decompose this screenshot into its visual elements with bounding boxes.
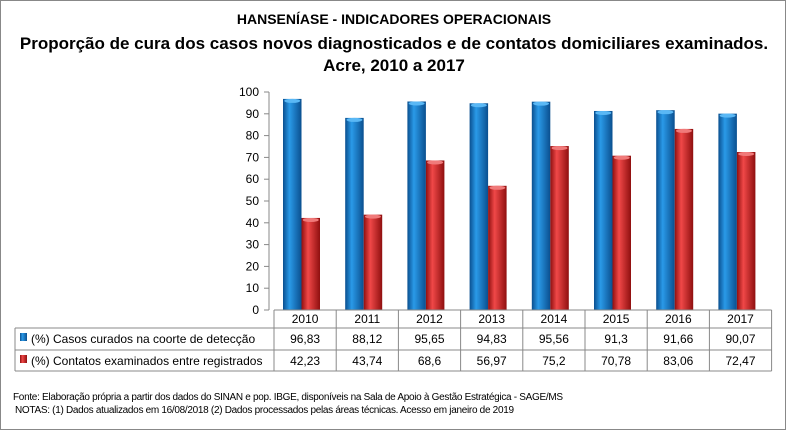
bar-curados-2010 [283, 98, 302, 310]
bar-curados-2016 [656, 110, 675, 310]
bar-contatos-2012 [425, 160, 445, 310]
bar-cap [302, 217, 319, 222]
y-tick-label: 50 [246, 194, 260, 208]
source-note: Fonte: Elaboração própria a partir dos d… [13, 392, 563, 403]
data-label: 43,74 [352, 354, 382, 368]
y-tick-label: 0 [252, 303, 259, 317]
y-tick-label: 10 [246, 281, 260, 295]
bar-contatos-2015 [612, 155, 631, 310]
notes: NOTAS: (1) Dados atualizados em 16/08/20… [15, 405, 514, 416]
bar-cap [613, 155, 630, 160]
data-label: 83,06 [663, 354, 693, 368]
bar-curados-2017 [718, 113, 737, 310]
data-label: 90,07 [725, 332, 755, 346]
bar-contatos-2016 [674, 128, 694, 310]
bar-contatos-2010 [301, 217, 320, 310]
x-tick-label: 2012 [416, 312, 443, 326]
y-tick-label: 90 [246, 107, 260, 121]
bar-cap [738, 152, 755, 157]
legend-label: (%) Casos curados na coorte de detecção [31, 332, 255, 346]
bar-contatos-2013 [488, 185, 507, 310]
data-label: 88,12 [352, 332, 382, 346]
data-label: 91,3 [604, 332, 628, 346]
y-tick-label: 40 [246, 216, 260, 230]
bar-cap [719, 113, 736, 118]
bar-curados-2012 [407, 101, 426, 310]
bar-cap [427, 160, 444, 165]
x-tick-label: 2017 [727, 312, 754, 326]
chart-title: Proporção de cura dos casos novos diagno… [19, 34, 769, 75]
data-label: 91,66 [663, 332, 693, 346]
bar-cap [489, 185, 506, 190]
data-label: 56,97 [477, 354, 507, 368]
legend-swatch [20, 355, 27, 363]
data-label: 72,47 [725, 354, 755, 368]
y-tick-label: 60 [246, 172, 260, 186]
bar-contatos-2017 [736, 152, 756, 310]
bar-curados-2013 [469, 103, 489, 310]
data-label: 95,56 [539, 332, 569, 346]
data-label: 68,6 [418, 354, 442, 368]
y-tick-label: 80 [246, 129, 260, 143]
data-label: 70,78 [601, 354, 631, 368]
bar-cap [364, 214, 381, 219]
data-label: 42,23 [290, 354, 320, 368]
bar-cap [595, 110, 612, 115]
bar-contatos-2014 [550, 146, 569, 310]
x-tick-label: 2015 [603, 312, 630, 326]
bar-cap [284, 98, 301, 103]
x-tick-label: 2011 [354, 312, 380, 326]
bar-curados-2011 [345, 117, 364, 310]
bar-curados-2014 [531, 101, 551, 310]
legend-swatch [20, 333, 27, 341]
x-tick-label: 2010 [292, 312, 319, 326]
y-tick-label: 70 [246, 150, 260, 164]
bar-contatos-2011 [363, 214, 383, 310]
x-tick-label: 2014 [541, 312, 568, 326]
bar-cap [470, 103, 487, 108]
data-label: 95,65 [414, 332, 444, 346]
chart-supertitle: HANSENÍASE - INDICADORES OPERACIONAIS [236, 11, 552, 27]
bar-cap [551, 146, 568, 151]
data-label: 94,83 [477, 332, 507, 346]
y-tick-label: 100 [239, 85, 259, 99]
x-tick-label: 2013 [478, 312, 505, 326]
bar-cap [408, 101, 425, 106]
bar-cap [675, 128, 692, 133]
y-tick-label: 30 [246, 238, 260, 252]
bar-curados-2015 [594, 110, 613, 310]
data-label: 96,83 [290, 332, 320, 346]
x-tick-label: 2016 [665, 312, 692, 326]
y-tick-label: 20 [246, 259, 260, 273]
legend-label: (%) Contatos examinados entre registrado… [31, 354, 262, 368]
data-label: 75,2 [542, 354, 566, 368]
bar-cap [657, 110, 674, 115]
bar-cap [346, 117, 363, 122]
bar-cap [533, 101, 550, 106]
